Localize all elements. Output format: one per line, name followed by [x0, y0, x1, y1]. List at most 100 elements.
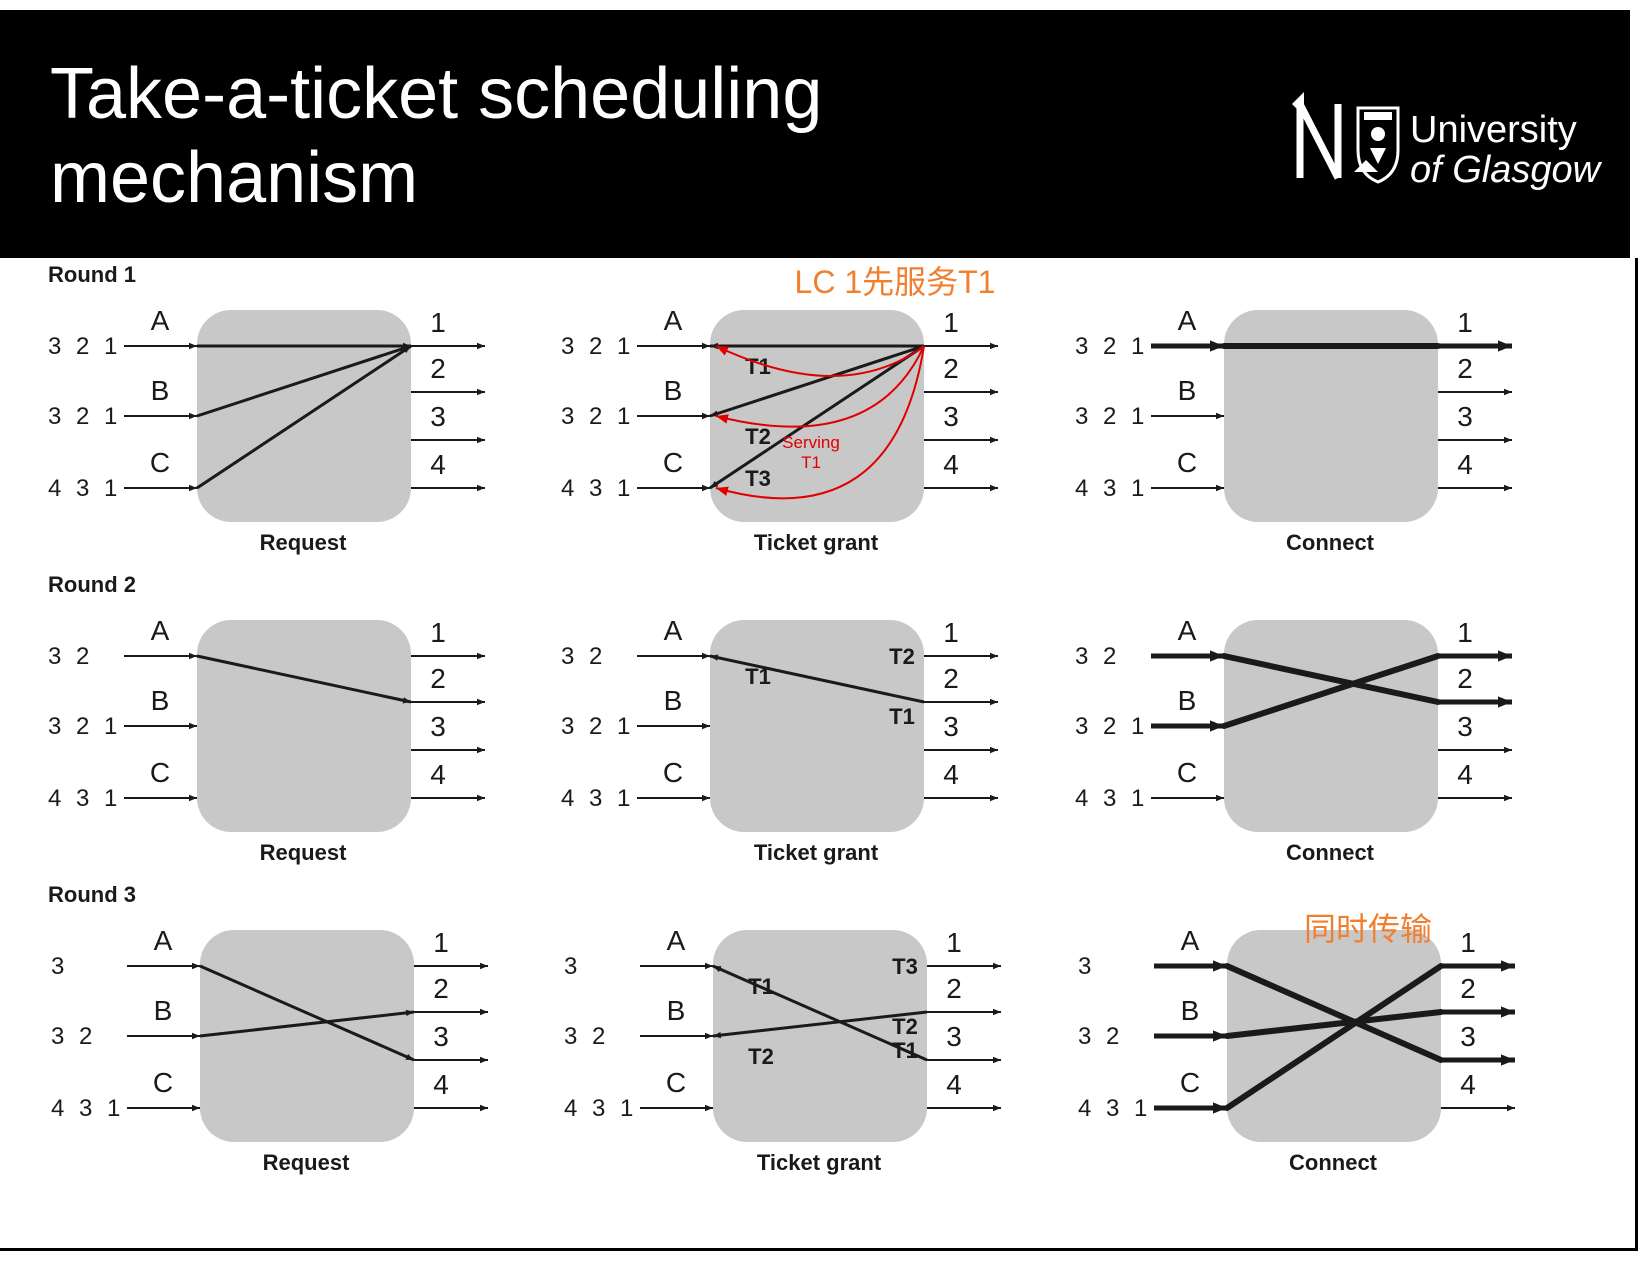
input-label-c: C [150, 757, 170, 788]
output-label-2: 2 [430, 663, 446, 694]
input-label-c: C [663, 447, 683, 478]
input-label-c: C [1177, 447, 1197, 478]
round3-note: 同时传输 [1304, 911, 1432, 947]
connect-link [1221, 653, 1441, 729]
output-label-3: 3 [1457, 401, 1473, 432]
slide-header: Take-a-ticket scheduling mechanism Unive… [0, 10, 1630, 258]
output-label-1: 1 [943, 307, 959, 338]
input-label-b: B [1181, 995, 1200, 1026]
queue-c: 4 3 1 [1075, 475, 1148, 502]
output-ticket-t1: T1 [889, 704, 915, 729]
grant-link [712, 1010, 928, 1039]
queue-b: 3 2 1 [561, 713, 634, 740]
serving-curve-1 [715, 345, 925, 377]
queue-a: 3 [564, 953, 581, 980]
input-label-b: B [1178, 685, 1197, 716]
stage-label: Request [263, 1150, 350, 1175]
stage-label: Connect [1286, 840, 1375, 865]
output-label-2: 2 [946, 973, 962, 1004]
input-label-c: C [1177, 757, 1197, 788]
input-label-a: A [1178, 615, 1197, 646]
stage-label: Connect [1289, 1150, 1378, 1175]
queue-c: 4 3 1 [51, 1095, 124, 1122]
request-link [196, 344, 412, 418]
output-label-2: 2 [1457, 353, 1473, 384]
queue-b: 3 2 1 [1075, 403, 1148, 430]
switch-box [710, 620, 924, 832]
input-ticket-t2: T2 [748, 1044, 774, 1069]
queue-c: 4 3 1 [564, 1095, 637, 1122]
queue-b: 3 2 1 [1075, 713, 1148, 740]
input-label-a: A [154, 925, 173, 956]
output-label-2: 2 [943, 353, 959, 384]
switch-box [200, 930, 414, 1142]
serving-curve-3 [715, 345, 925, 500]
title-line-2: mechanism [50, 138, 419, 218]
queue-b: 3 2 1 [48, 713, 121, 740]
connect-link [1224, 1009, 1444, 1039]
input-label-a: A [667, 925, 686, 956]
round-3: Round 3 Request A 3 B 3 2 C 4 3 1 1 2 3 4 Ticket gra… [48, 882, 1515, 1175]
input-label-b: B [664, 685, 683, 716]
request-link [199, 1009, 415, 1038]
output-label-1: 1 [430, 307, 446, 338]
output-label-2: 2 [433, 973, 449, 1004]
slide-title: Take-a-ticket scheduling mechanism [50, 52, 1050, 220]
title-line-1: Take-a-ticket scheduling [50, 54, 823, 134]
output-label-3: 3 [943, 711, 959, 742]
output-label-3: 3 [943, 401, 959, 432]
stage-request: Request A 3 B 3 2 C 4 3 1 1 2 3 4 [51, 925, 488, 1175]
queue-c: 4 3 1 [48, 785, 121, 812]
input-label-a: A [151, 305, 170, 336]
grant-link [712, 964, 928, 1062]
output-label-3: 3 [433, 1021, 449, 1052]
input-label-a: A [664, 615, 683, 646]
queue-a: 3 2 [561, 643, 606, 670]
output-label-4: 4 [430, 449, 446, 480]
stage-label: Request [260, 530, 347, 555]
logo-line-2: of Glasgow [1410, 149, 1603, 191]
stage-connect: Connect A 3 2 1 B 3 2 1 C 4 3 1 1 2 3 4 [1075, 305, 1512, 555]
stage-label: Connect [1286, 530, 1375, 555]
queue-c: 4 3 1 [561, 785, 634, 812]
output-label-4: 4 [946, 1069, 962, 1100]
input-ticket-t2: T2 [745, 424, 771, 449]
input-label-c: C [150, 447, 170, 478]
connect-link [1224, 963, 1444, 1063]
input-ticket-t3: T3 [745, 466, 771, 491]
queue-b: 3 2 [1078, 1023, 1123, 1050]
output-label-2: 2 [1460, 973, 1476, 1004]
grant-link [709, 344, 925, 418]
stage-ticket-grant: Ticket grant A 3 2 B 3 2 1 C 4 3 1 1 2 3 4 T1 T2 T1 [561, 615, 998, 865]
queue-c: 4 3 1 [48, 475, 121, 502]
output-label-4: 4 [1457, 449, 1473, 480]
logo-line-1: University [1410, 109, 1577, 151]
queue-a: 3 2 [48, 643, 93, 670]
input-label-c: C [153, 1067, 173, 1098]
serving-note: Serving T1 [782, 433, 840, 472]
output-label-3: 3 [1457, 711, 1473, 742]
switch-box [713, 930, 927, 1142]
grant-link [709, 654, 925, 704]
serving-note-line: T1 [801, 453, 821, 472]
input-label-c: C [666, 1067, 686, 1098]
output-label-4: 4 [430, 759, 446, 790]
university-logo: University of Glasgow [1292, 92, 1603, 191]
output-label-3: 3 [1460, 1021, 1476, 1052]
stage-label: Request [260, 840, 347, 865]
stage-label: Ticket grant [757, 1150, 882, 1175]
request-link [196, 654, 412, 704]
round-label: Round 2 [48, 572, 136, 597]
output-label-4: 4 [1460, 1069, 1476, 1100]
input-label-b: B [154, 995, 173, 1026]
queue-b: 3 2 [51, 1023, 96, 1050]
queue-a: 3 [1078, 953, 1095, 980]
queue-a: 3 2 1 [1075, 333, 1148, 360]
queue-a: 3 [51, 953, 68, 980]
output-label-1: 1 [946, 927, 962, 958]
input-ticket-t1: T1 [745, 664, 771, 689]
output-label-1: 1 [1457, 307, 1473, 338]
